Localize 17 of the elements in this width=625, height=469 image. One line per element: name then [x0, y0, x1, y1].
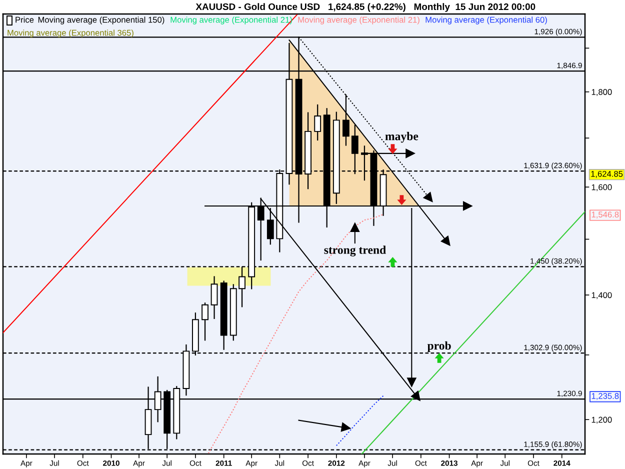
legend-label: Moving average (Exponential 21): [170, 16, 292, 24]
y-tick-label: 1,546.8: [592, 212, 619, 218]
y-tick-label: 1,400: [592, 292, 612, 300]
annotation: strong trend: [324, 246, 386, 256]
text: 1,624.85: [591, 170, 623, 178]
legend-label: Moving average (Exponential 365): [8, 30, 134, 38]
y-tick-label: 1,200: [592, 416, 612, 424]
legend-label: Moving average (Exponential 150): [38, 16, 164, 24]
text: Moving average (Exponential 21): [298, 16, 420, 24]
annotation: maybe: [385, 132, 418, 143]
chart-title: XAUUSD - Gold Ounce USD 1,624.85 (+0.22%) Monthly 15 Jun 2012 00:00: [196, 3, 536, 12]
text: Moving average (Exponential 60): [426, 16, 547, 24]
y-tick-label: 1,600: [592, 184, 612, 192]
legend-label: Price: [16, 16, 34, 23]
y-tick-label: 1,235.8: [592, 393, 619, 400]
annotation: prob: [427, 341, 451, 352]
y-tick-label: 1,800: [592, 89, 612, 96]
